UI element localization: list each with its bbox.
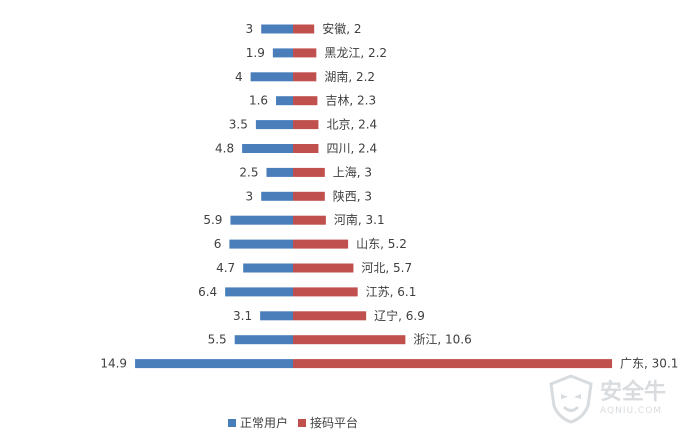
bar-platform — [293, 24, 315, 34]
data-label-normal: 5.9 — [203, 213, 222, 227]
bar-platform — [293, 120, 319, 130]
bar-platform — [293, 48, 317, 58]
watermark: 安全牛 AQNIU.COM — [548, 374, 666, 424]
bar-normal — [261, 24, 293, 34]
data-label-platform: 黑龙江, 2.2 — [324, 46, 387, 60]
bar-platform — [293, 359, 613, 369]
watermark-title: 安全牛 — [600, 380, 667, 405]
legend-item-normal: 正常用户 — [228, 414, 288, 431]
bar-normal — [230, 215, 293, 225]
data-label-platform: 安徽, 2 — [322, 21, 361, 36]
bar-platform — [293, 96, 318, 106]
bar-normal — [276, 96, 293, 106]
data-label-platform: 河北, 5.7 — [361, 261, 412, 275]
bar-normal — [272, 48, 293, 58]
bar-normal — [266, 167, 293, 177]
legend-label-platform: 接码平台 — [310, 416, 359, 430]
data-label-platform: 四川, 2.4 — [326, 142, 377, 156]
bar-platform — [293, 287, 358, 297]
data-label-normal: 1.9 — [246, 46, 265, 60]
legend-label-normal: 正常用户 — [240, 416, 289, 430]
legend-item-platform: 接码平台 — [298, 414, 358, 431]
data-label-platform: 上海, 3 — [333, 164, 372, 179]
legend: 正常用户 接码平台 — [228, 414, 358, 431]
bar-normal — [229, 239, 293, 249]
bar-normal — [260, 311, 293, 321]
data-label-normal: 3.5 — [229, 118, 248, 132]
data-label-normal: 14.9 — [100, 357, 127, 371]
data-label-platform: 山东, 5.2 — [356, 237, 407, 251]
bar-normal — [234, 335, 293, 345]
bar-platform — [293, 167, 325, 177]
bar-platform — [293, 335, 406, 345]
watermark-subtitle: AQNIU.COM — [600, 406, 663, 416]
data-label-normal: 3.1 — [233, 309, 252, 323]
data-label-normal: 1.6 — [249, 94, 268, 108]
data-label-platform: 江苏, 6.1 — [366, 285, 417, 299]
bar-normal — [135, 359, 293, 369]
data-label-normal: 4 — [235, 70, 243, 84]
data-label-platform: 广东, 30.1 — [620, 357, 678, 371]
bar-normal — [243, 263, 293, 273]
data-label-normal: 5.5 — [208, 333, 227, 347]
data-label-platform: 辽宁, 6.9 — [374, 308, 425, 323]
data-label-normal: 6 — [214, 237, 222, 251]
bar-normal — [255, 120, 293, 130]
bar-platform — [293, 144, 319, 153]
bar-platform — [293, 191, 325, 201]
legend-swatch-platform — [298, 418, 307, 427]
data-label-platform: 陕西, 3 — [333, 188, 372, 203]
data-label-normal: 6.4 — [198, 285, 217, 299]
bar-platform — [293, 239, 349, 249]
data-label-normal: 4.8 — [215, 142, 234, 156]
bar-platform — [293, 72, 317, 82]
data-label-platform: 河南, 3.1 — [334, 212, 385, 227]
data-label-normal: 3 — [246, 22, 254, 36]
bar-platform — [293, 311, 367, 321]
bar-normal — [261, 191, 293, 201]
shield-face-icon — [549, 374, 593, 424]
data-label-platform: 吉林, 2.3 — [325, 94, 376, 108]
data-label-normal: 2.5 — [239, 165, 258, 179]
bar-normal — [250, 72, 293, 82]
bar-platform — [293, 263, 354, 273]
legend-swatch-normal — [228, 418, 236, 427]
data-label-normal: 3 — [246, 189, 254, 203]
data-label-platform: 湖南, 2.2 — [324, 69, 375, 84]
data-label-platform: 北京, 2.4 — [326, 118, 377, 132]
bar-normal — [242, 144, 293, 153]
bar-normal — [225, 287, 293, 297]
data-label-normal: 4.7 — [216, 261, 235, 275]
bar-platform — [293, 215, 326, 225]
data-label-platform: 浙江, 10.6 — [413, 333, 471, 347]
